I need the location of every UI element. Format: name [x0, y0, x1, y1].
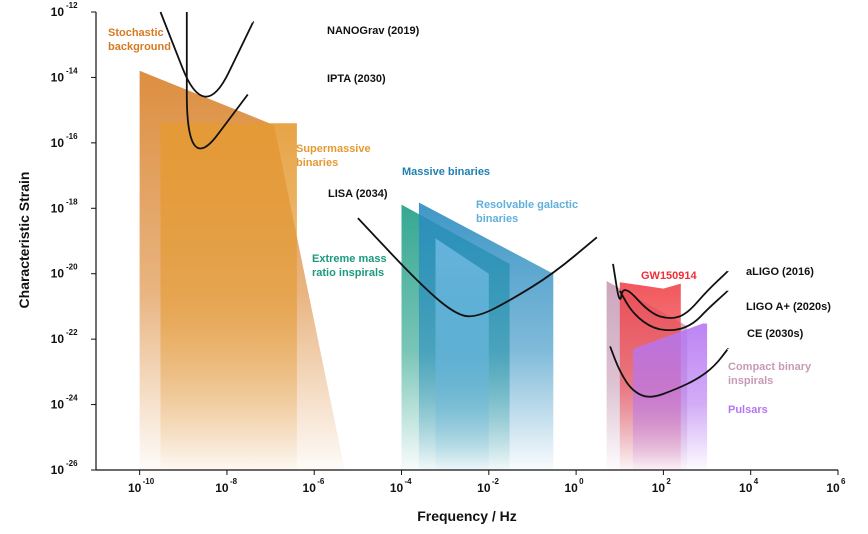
x-tick-label: 10	[652, 481, 666, 495]
y-tick-exp: -26	[66, 459, 78, 468]
label-massive: Massive binaries	[402, 166, 490, 178]
x-tick-label: 10	[564, 481, 578, 495]
x-tick-label: 10	[739, 481, 753, 495]
x-tick-exp: -2	[492, 477, 500, 486]
sensitivity-curves	[159, 11, 729, 398]
x-tick-exp: -4	[405, 477, 413, 486]
label-gw150914: GW150914	[641, 270, 698, 282]
label-stochastic: background	[108, 41, 171, 53]
label-pulsars: Pulsars	[728, 404, 768, 416]
y-tick-label: 10	[51, 5, 65, 19]
curve-ligoplus	[619, 290, 729, 332]
y-tick-exp: -18	[66, 197, 78, 206]
label-lisa: LISA (2034)	[328, 188, 388, 200]
y-tick-exp: -16	[66, 132, 78, 141]
axes	[91, 11, 839, 475]
label-ipta: IPTA (2030)	[327, 73, 386, 85]
region-resolvable	[435, 238, 489, 470]
y-tick-exp: -24	[66, 394, 78, 403]
label-compact: inspirals	[728, 375, 773, 387]
label-stochastic: Stochastic	[108, 27, 164, 39]
curve-ipta	[185, 11, 249, 150]
x-tick-exp: -8	[230, 477, 238, 486]
curve-aligo	[612, 263, 729, 319]
x-tick-exp: 4	[754, 477, 759, 486]
y-tick-label: 10	[51, 398, 65, 412]
label-compact: Compact binary	[728, 361, 812, 373]
tick-labels: 10 -10 10 -8 10 -6 10 -4 10 -2 10 0 10 2 10 4 10 610 -1210…	[51, 1, 846, 495]
region-pulsars	[632, 323, 708, 470]
label-aligo: aLIGO (2016)	[746, 266, 814, 278]
label-nanograv: NANOGrav (2019)	[327, 25, 420, 37]
x-tick-label: 10	[477, 481, 491, 495]
x-tick-exp: 0	[579, 477, 584, 486]
annotations: Stochastic background Supermassive binaries…	[108, 25, 831, 416]
label-smbh: Supermassive	[296, 143, 371, 155]
label-resolvable: binaries	[476, 213, 518, 225]
x-tick-exp: -6	[317, 477, 325, 486]
x-tick-exp: 6	[841, 477, 846, 486]
y-tick-label: 10	[51, 201, 65, 215]
x-tick-exp: -10	[143, 477, 155, 486]
x-tick-label: 10	[215, 481, 229, 495]
label-ce: CE (2030s)	[747, 328, 804, 340]
y-tick-label: 10	[51, 267, 65, 281]
source-regions	[139, 70, 708, 471]
region-smbh	[160, 123, 297, 470]
y-tick-label: 10	[51, 463, 65, 477]
y-tick-exp: -14	[66, 66, 78, 75]
x-tick-label: 10	[128, 481, 142, 495]
label-smbh: binaries	[296, 157, 338, 169]
y-tick-exp: -12	[66, 1, 78, 10]
y-tick-label: 10	[51, 70, 65, 84]
curve-nanograv	[159, 11, 255, 98]
label-emri: ratio inspirals	[312, 267, 384, 279]
y-tick-exp: -20	[66, 263, 78, 272]
y-tick-label: 10	[51, 332, 65, 346]
y-tick-label: 10	[51, 136, 65, 150]
x-tick-label: 10	[390, 481, 404, 495]
label-resolvable: Resolvable galactic	[476, 199, 578, 211]
label-emri: Extreme mass	[312, 253, 387, 265]
x-tick-exp: 2	[666, 477, 671, 486]
curve-lisa	[357, 217, 598, 318]
x-tick-label: 10	[826, 481, 840, 495]
x-tick-label: 10	[303, 481, 317, 495]
y-tick-exp: -22	[66, 328, 78, 337]
x-axis-title: Frequency / Hz	[417, 508, 517, 524]
curve-ce	[609, 346, 729, 398]
y-axis-title: Characteristic Strain	[16, 172, 32, 309]
label-ligoplus: LIGO A+ (2020s)	[746, 301, 831, 313]
